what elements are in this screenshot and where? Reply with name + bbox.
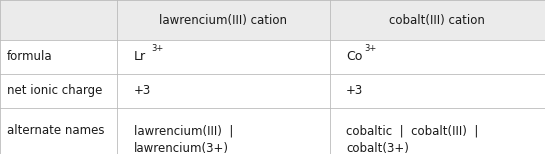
Text: +3: +3 [346, 84, 364, 97]
Text: lawrencium(III) cation: lawrencium(III) cation [160, 14, 287, 26]
Text: +3: +3 [134, 84, 151, 97]
Text: Co: Co [346, 51, 362, 63]
Text: cobalt(III) cation: cobalt(III) cation [390, 14, 485, 26]
Bar [0, 0, 545, 40]
Text: Lr: Lr [134, 51, 146, 63]
Text: alternate names: alternate names [7, 124, 104, 137]
Text: lawrencium(III)  |
lawrencium(3+): lawrencium(III) | lawrencium(3+) [134, 125, 233, 154]
Text: 3+: 3+ [364, 44, 376, 53]
Text: 3+: 3+ [152, 44, 164, 53]
Text: net ionic charge: net ionic charge [7, 84, 102, 97]
Text: cobaltic  |  cobalt(III)  |
cobalt(3+): cobaltic | cobalt(III) | cobalt(3+) [346, 125, 479, 154]
Text: formula: formula [7, 51, 52, 63]
